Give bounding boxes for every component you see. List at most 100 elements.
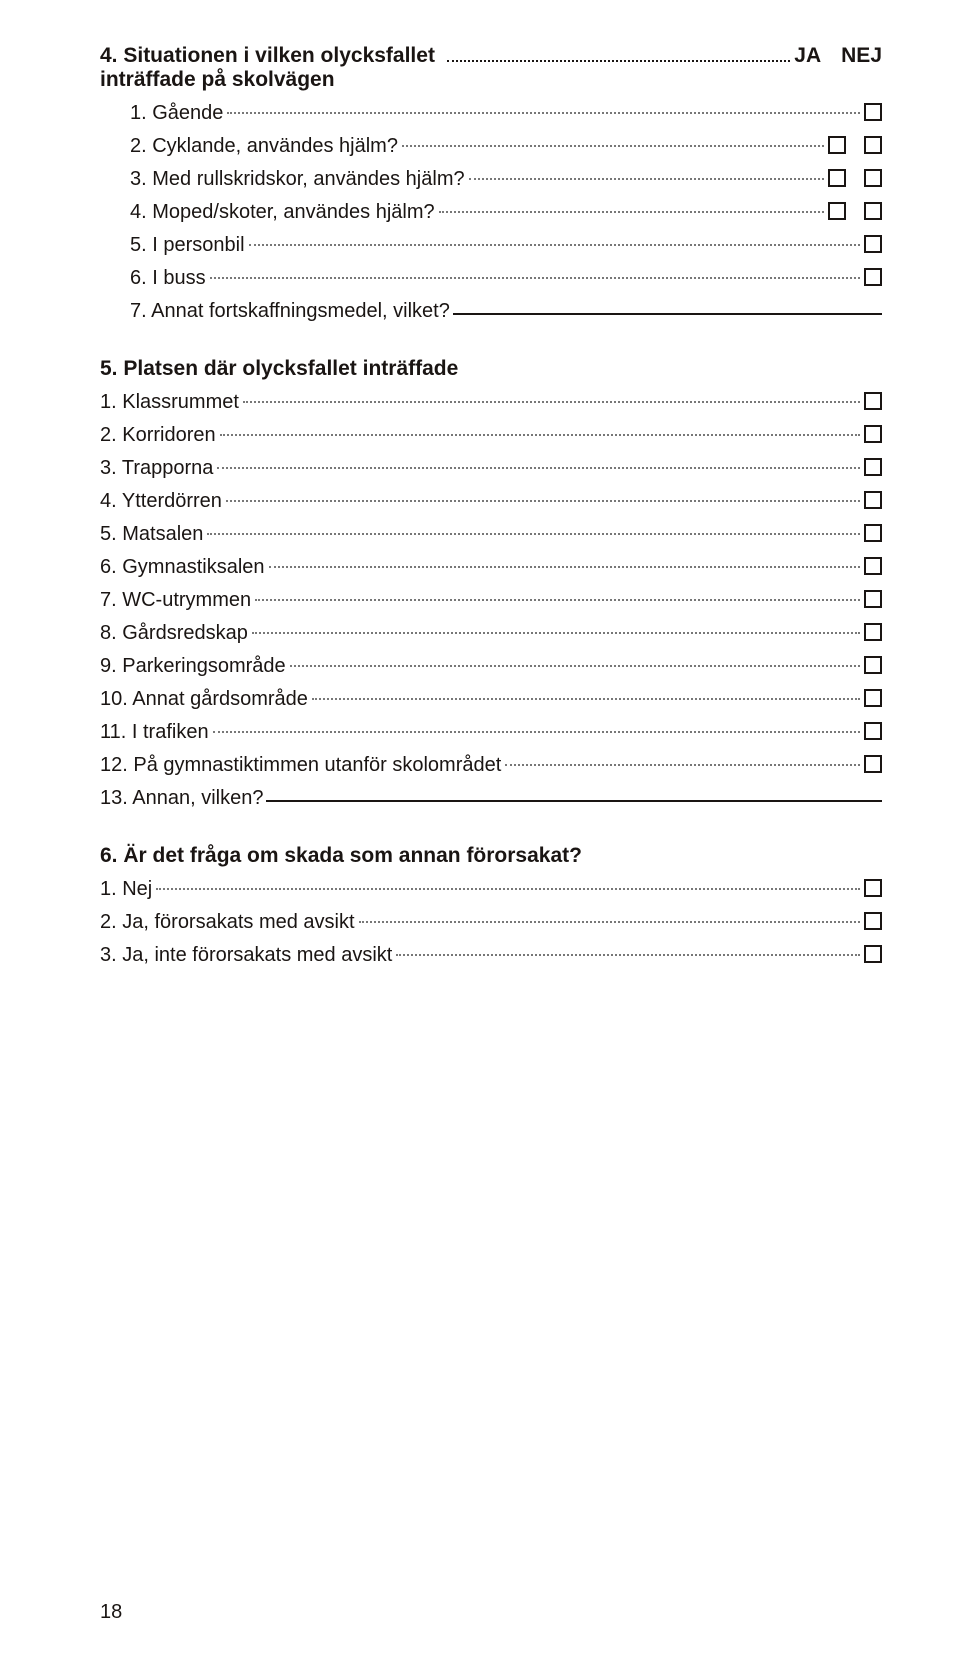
item-4-5: 5. I personbil — [100, 230, 882, 261]
page: 4. Situationen i vilken olycksfallet int… — [0, 0, 960, 1660]
dots — [210, 277, 860, 279]
item-6-1: 1. Nej — [100, 874, 882, 905]
dots — [220, 434, 860, 436]
dots — [156, 888, 860, 890]
dots — [249, 244, 860, 246]
item-label: 12. På gymnastiktimmen utanför skolområd… — [100, 750, 501, 781]
checkbox[interactable] — [828, 202, 846, 220]
item-4-6: 6. I buss — [100, 263, 882, 294]
item-label: 2. Korridoren — [100, 420, 216, 451]
item-label: 2. Cyklande, användes hjälm? — [130, 131, 398, 162]
checkbox[interactable] — [864, 656, 882, 674]
checkbox[interactable] — [864, 392, 882, 410]
section-4: 4. Situationen i vilken olycksfallet int… — [100, 44, 882, 327]
item-5-12: 12. På gymnastiktimmen utanför skolområd… — [100, 750, 882, 781]
item-label: 3. Trapporna — [100, 453, 213, 484]
dots — [290, 665, 860, 667]
checkbox[interactable] — [864, 425, 882, 443]
write-in-line[interactable] — [453, 313, 882, 315]
checkbox[interactable] — [864, 623, 882, 641]
write-in-line[interactable] — [266, 800, 882, 802]
checkbox[interactable] — [864, 491, 882, 509]
dots — [402, 145, 824, 147]
checkbox[interactable] — [864, 268, 882, 286]
dots — [226, 500, 860, 502]
dots — [505, 764, 860, 766]
dots — [213, 731, 860, 733]
item-label: 1. Klassrummet — [100, 387, 239, 418]
checkbox[interactable] — [864, 202, 882, 220]
ja-label: JA — [794, 44, 821, 68]
dots — [217, 467, 860, 469]
item-label: 13. Annan, vilken? — [100, 783, 263, 814]
item-5-7: 7. WC-utrymmen — [100, 585, 882, 616]
item-5-6: 6. Gymnastiksalen — [100, 552, 882, 583]
item-5-3: 3. Trapporna — [100, 453, 882, 484]
item-label: 6. Gymnastiksalen — [100, 552, 265, 583]
dots — [252, 632, 860, 634]
item-5-1: 1. Klassrummet — [100, 387, 882, 418]
dots — [312, 698, 860, 700]
checkbox[interactable] — [864, 136, 882, 154]
checkbox[interactable] — [828, 136, 846, 154]
item-label: 8. Gårdsredskap — [100, 618, 248, 649]
checkbox[interactable] — [864, 945, 882, 963]
checkbox[interactable] — [864, 169, 882, 187]
item-label: 2. Ja, förorsakats med avsikt — [100, 907, 355, 938]
item-label: 5. Matsalen — [100, 519, 203, 550]
item-6-3: 3. Ja, inte förorsakats med avsikt — [100, 940, 882, 971]
checkbox[interactable] — [864, 590, 882, 608]
dots — [396, 954, 860, 956]
item-6-2: 2. Ja, förorsakats med avsikt — [100, 907, 882, 938]
checkbox[interactable] — [864, 458, 882, 476]
item-label: 6. I buss — [130, 263, 206, 294]
item-5-13: 13. Annan, vilken? — [100, 783, 882, 814]
item-5-8: 8. Gårdsredskap — [100, 618, 882, 649]
section-5-title: 5. Platsen där olycksfallet inträffade — [100, 357, 882, 381]
item-label: 1. Nej — [100, 874, 152, 905]
dots — [243, 401, 860, 403]
dots — [255, 599, 860, 601]
item-5-10: 10. Annat gårdsområde — [100, 684, 882, 715]
dots — [359, 921, 860, 923]
checkbox[interactable] — [864, 879, 882, 897]
item-label: 4. Ytterdörren — [100, 486, 222, 517]
checkbox[interactable] — [864, 557, 882, 575]
nej-label: NEJ — [841, 44, 882, 68]
dots — [227, 112, 860, 114]
item-label: 3. Ja, inte förorsakats med avsikt — [100, 940, 392, 971]
page-number: 18 — [100, 1601, 122, 1624]
item-label: 4. Moped/skoter, användes hjälm? — [130, 197, 435, 228]
section-4-title: 4. Situationen i vilken olycksfallet int… — [100, 44, 443, 92]
item-4-2: 2. Cyklande, användes hjälm? — [100, 131, 882, 162]
item-4-3: 3. Med rullskridskor, användes hjälm? — [100, 164, 882, 195]
item-label: 7. Annat fortskaffningsmedel, vilket? — [130, 296, 450, 327]
checkbox[interactable] — [864, 524, 882, 542]
item-5-11: 11. I trafiken — [100, 717, 882, 748]
checkbox[interactable] — [864, 912, 882, 930]
checkbox[interactable] — [828, 169, 846, 187]
title-dots — [447, 50, 790, 62]
checkbox[interactable] — [864, 755, 882, 773]
item-5-5: 5. Matsalen — [100, 519, 882, 550]
dots — [207, 533, 860, 535]
section-6: 6. Är det fråga om skada som annan föror… — [100, 844, 882, 971]
dots — [439, 211, 824, 213]
item-4-1: 1. Gående — [100, 98, 882, 129]
item-label: 11. I trafiken — [100, 717, 209, 748]
item-4-4: 4. Moped/skoter, användes hjälm? — [100, 197, 882, 228]
section-5: 5. Platsen där olycksfallet inträffade 1… — [100, 357, 882, 814]
item-label: 5. I personbil — [130, 230, 245, 261]
item-label: 3. Med rullskridskor, användes hjälm? — [130, 164, 465, 195]
checkbox[interactable] — [864, 689, 882, 707]
checkbox[interactable] — [864, 103, 882, 121]
item-label: 10. Annat gårdsområde — [100, 684, 308, 715]
checkbox[interactable] — [864, 235, 882, 253]
item-label: 7. WC-utrymmen — [100, 585, 251, 616]
section-4-title-row: 4. Situationen i vilken olycksfallet int… — [100, 44, 882, 92]
item-label: 1. Gående — [130, 98, 223, 129]
item-5-9: 9. Parkeringsområde — [100, 651, 882, 682]
dots — [469, 178, 824, 180]
checkbox[interactable] — [864, 722, 882, 740]
item-5-4: 4. Ytterdörren — [100, 486, 882, 517]
